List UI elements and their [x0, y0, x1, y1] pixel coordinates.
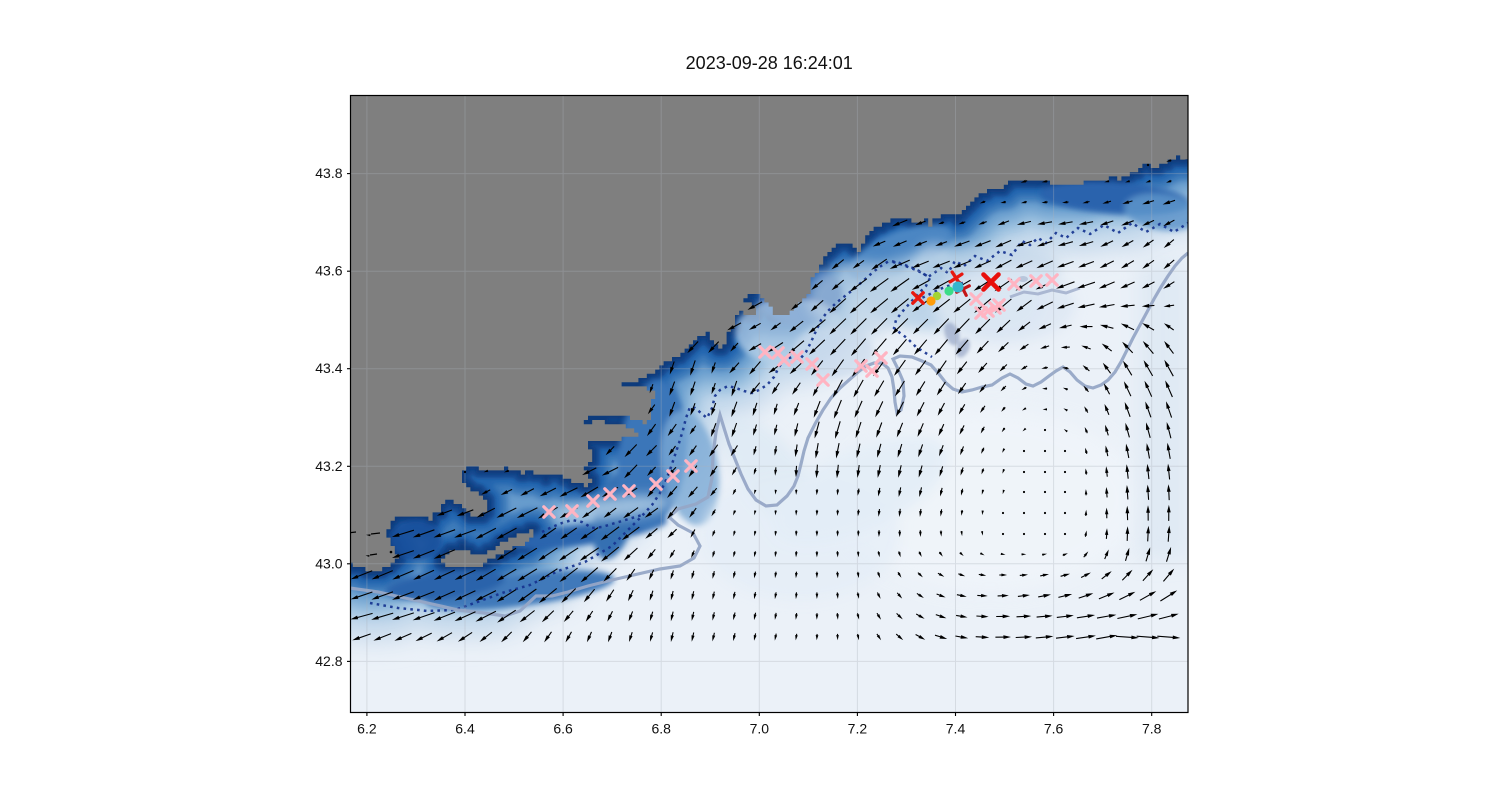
svg-text:7.0: 7.0 — [750, 721, 770, 737]
svg-text:6.8: 6.8 — [651, 721, 671, 737]
svg-text:7.2: 7.2 — [848, 721, 868, 737]
svg-text:6.2: 6.2 — [357, 721, 377, 737]
svg-text:7.8: 7.8 — [1142, 721, 1162, 737]
svg-text:42.8: 42.8 — [315, 653, 342, 669]
svg-text:6.6: 6.6 — [553, 721, 573, 737]
svg-text:6.4: 6.4 — [455, 721, 475, 737]
svg-text:43.8: 43.8 — [315, 165, 342, 181]
svg-text:43.4: 43.4 — [315, 360, 342, 376]
svg-text:7.6: 7.6 — [1044, 721, 1064, 737]
svg-text:7.4: 7.4 — [946, 721, 966, 737]
svg-text:43.2: 43.2 — [315, 458, 342, 474]
svg-text:2023-09-28 16:24:01: 2023-09-28 16:24:01 — [686, 53, 853, 73]
svg-text:43.6: 43.6 — [315, 263, 342, 279]
svg-text:43.0: 43.0 — [315, 555, 342, 571]
